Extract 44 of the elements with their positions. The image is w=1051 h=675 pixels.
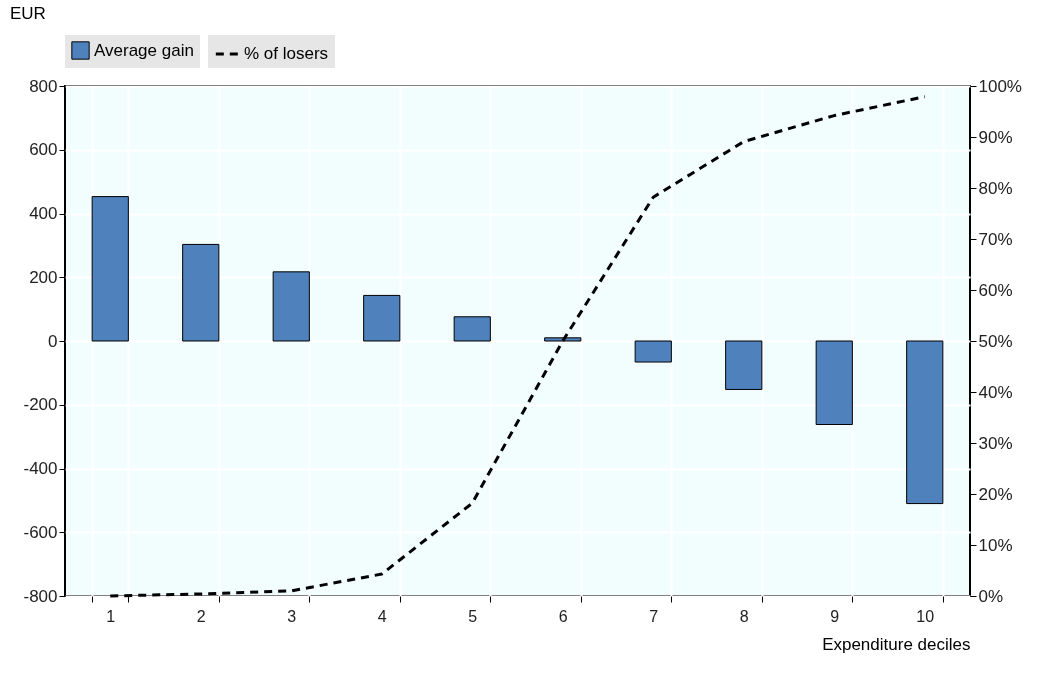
x-tick-label: 8 — [739, 607, 749, 625]
bar — [91, 196, 129, 342]
y-tick-label: 200 — [29, 267, 58, 287]
y-tick-label: 0 — [48, 331, 58, 351]
y-tick-label: -200 — [23, 395, 58, 415]
y2-tick-label: 0% — [978, 586, 1004, 606]
y-tick-label: 600 — [29, 140, 58, 160]
y-tick-label: -400 — [23, 459, 58, 478]
y-tick-label: -600 — [23, 522, 58, 542]
y2-tick-label: 60% — [978, 280, 1013, 300]
y-tick-label: 800 — [29, 76, 58, 96]
bar — [363, 294, 401, 342]
x-tick-label: 2 — [196, 607, 206, 625]
y-axis-title: EUR — [10, 4, 46, 23]
bar — [182, 243, 220, 342]
bar — [815, 340, 853, 426]
y2-tick-label: 40% — [978, 382, 1013, 402]
bar — [272, 271, 310, 342]
x-tick-label: 4 — [377, 607, 387, 625]
x-tick-label: 3 — [287, 607, 297, 625]
bar — [453, 316, 491, 342]
y2-tick-label: 80% — [978, 178, 1013, 198]
y2-tick-label: 90% — [978, 127, 1013, 147]
bar — [906, 340, 944, 505]
y2-tick-label: 30% — [978, 433, 1013, 453]
x-tick-label: 9 — [830, 607, 840, 625]
bar — [725, 340, 763, 390]
x-tick-label: 5 — [468, 607, 478, 625]
x-tick-label: 6 — [558, 607, 568, 625]
bar — [634, 340, 672, 363]
x-tick-label: 1 — [106, 607, 116, 625]
y-tick-label: 400 — [29, 204, 58, 223]
y2-tick-label: 20% — [978, 484, 1013, 504]
bar — [544, 337, 582, 342]
y2-tick-label: 100% — [978, 76, 1022, 96]
y2-tick-label: 70% — [978, 229, 1013, 249]
y2-tick-label: 50% — [978, 331, 1013, 351]
y-tick-label: -800 — [23, 586, 58, 606]
x-axis-title: Expenditure deciles — [822, 634, 971, 654]
legend-label: Average gain — [94, 40, 194, 60]
x-tick-label: 10 — [916, 607, 935, 625]
y2-tick-label: 10% — [978, 535, 1013, 555]
legend-label: % of losers — [244, 44, 329, 63]
x-tick-label: 7 — [649, 607, 659, 625]
